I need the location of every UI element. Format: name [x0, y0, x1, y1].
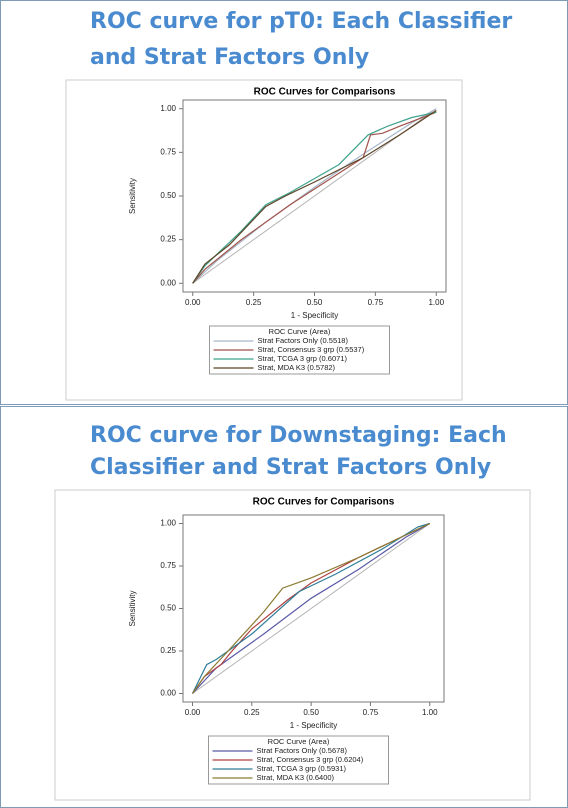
legend-label: Strat, Consensus 3 grp (0.6204) [257, 755, 364, 764]
y-tick-label: 0.50 [160, 604, 176, 613]
heading: ROC curve for Downstaging: Each [90, 423, 507, 448]
legend-label: Strat Factors Only (0.5518) [258, 336, 349, 345]
y-tick-label: 1.00 [160, 519, 176, 528]
x-tick-label: 0.75 [363, 708, 379, 717]
heading: ROC curve for pT0: Each Classifier [90, 9, 512, 34]
x-tick-label: 0.50 [303, 708, 319, 717]
x-tick-label: 0.00 [185, 708, 201, 717]
legend-label: Strat, MDA K3 (0.6400) [257, 773, 335, 782]
roc-line [192, 111, 437, 284]
x-tick-label: 1.00 [422, 708, 438, 717]
chart-title: ROC Curves for Comparisons [253, 497, 395, 508]
x-tick-label: 0.50 [307, 298, 323, 307]
legend-label: Strat Factors Only (0.5678) [257, 746, 348, 755]
legend-title: ROC Curve (Area) [268, 737, 330, 746]
y-tick-label: 0.75 [160, 561, 176, 570]
legend-label: Strat, MDA K3 (0.5782) [258, 363, 336, 372]
roc-line [192, 108, 437, 284]
y-tick-label: 1.00 [160, 104, 176, 113]
y-tick-label: 0.75 [160, 147, 176, 156]
legend-label: Strat, TCGA 3 grp (0.6071) [258, 354, 348, 363]
roc-line [192, 522, 431, 694]
x-tick-label: 0.75 [368, 298, 384, 307]
heading: and Strat Factors Only [90, 45, 369, 70]
x-tick-label: 1.00 [428, 298, 444, 307]
x-tick-label: 0.00 [185, 298, 201, 307]
chart-title: ROC Curves for Comparisons [254, 87, 396, 98]
y-axis-label: Sensitivity [128, 590, 137, 626]
x-axis-label: 1 - Specificity [290, 721, 338, 730]
y-tick-label: 0.00 [160, 278, 176, 287]
legend-title: ROC Curve (Area) [269, 327, 331, 336]
x-axis-label: 1 - Specificity [291, 311, 339, 320]
reference-line [192, 523, 431, 694]
x-tick-label: 0.25 [246, 298, 262, 307]
y-axis-label: Sensitivity [128, 178, 137, 214]
y-tick-label: 0.50 [160, 191, 176, 200]
y-tick-label: 0.00 [160, 689, 176, 698]
heading: Classifier and Strat Factors Only [90, 455, 491, 480]
roc-line [192, 111, 437, 284]
legend-label: Strat, Consensus 3 grp (0.5537) [258, 345, 365, 354]
y-tick-label: 0.25 [160, 646, 176, 655]
y-tick-label: 0.25 [160, 235, 176, 244]
x-tick-label: 0.25 [244, 708, 260, 717]
legend-label: Strat, TCGA 3 grp (0.5931) [257, 764, 347, 773]
roc-line [192, 110, 437, 284]
